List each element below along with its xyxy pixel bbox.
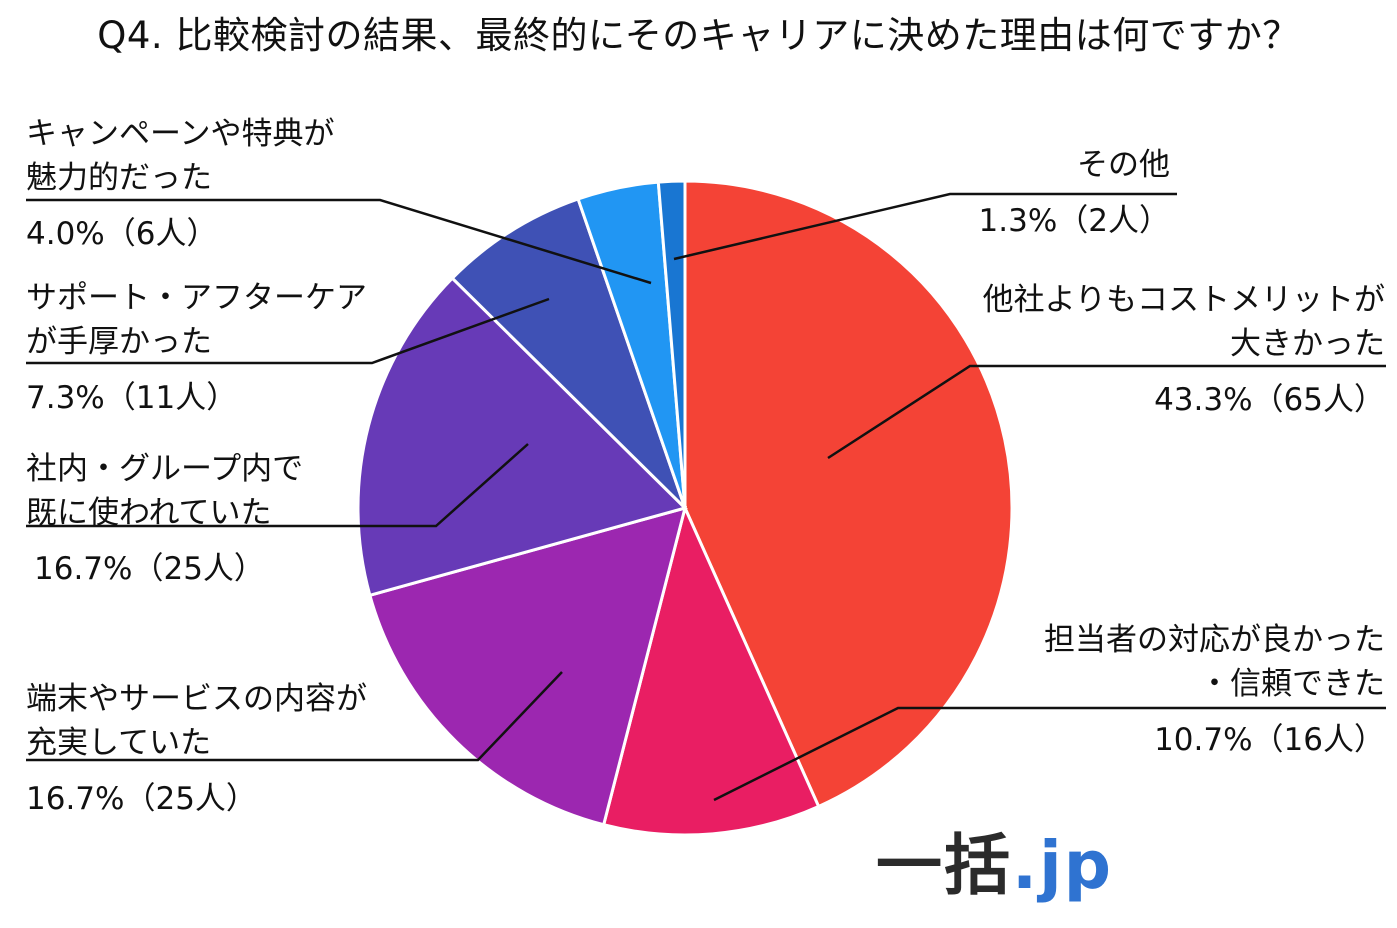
leader-line-campaign: [26, 198, 652, 285]
pie-slice-cost: [683, 179, 1014, 809]
label-staff-value: 10.7%（16人）: [1154, 722, 1385, 758]
label-group: 社内・グループ内で 既に使われていた 16.7%（25人）: [26, 447, 303, 591]
label-staff-line1: 担当者の対応が良かった: [1044, 622, 1385, 658]
label-device-value: 16.7%（25人）: [26, 781, 257, 817]
label-support-line2: が手厚かった: [26, 324, 212, 360]
brand-prefix: 一括: [876, 827, 1012, 904]
label-cost-line1: 他社よりもコストメリットが: [982, 282, 1385, 318]
pie-slice-support: [450, 197, 687, 510]
label-campaign-line1: キャンペーンや特典が: [26, 116, 335, 152]
label-staff: 担当者の対応が良かった ・信頼できた 10.7%（16人）: [1044, 618, 1385, 762]
label-campaign-value: 4.0%（6人）: [26, 216, 218, 252]
brand-suffix: .jp: [1012, 827, 1113, 904]
label-other: その他 1.3%（2人）: [979, 143, 1170, 243]
label-support-line1: サポート・アフターケア: [26, 280, 367, 316]
label-other-line1: その他: [1077, 147, 1170, 183]
leader-line-device: [26, 671, 563, 762]
pie-slice-group: [356, 276, 688, 598]
leader-line-group: [26, 443, 529, 528]
label-device-line1: 端末やサービスの内容が: [26, 681, 367, 717]
pie-slice-staff: [601, 503, 821, 837]
label-campaign: キャンペーンや特典が 魅力的だった 4.0%（6人）: [26, 112, 334, 256]
brand-logo: 一括.jp: [876, 812, 1113, 908]
label-group-line1: 社内・グループ内で: [26, 451, 304, 487]
leader-line-support: [26, 297, 550, 365]
pie-slice-device: [368, 505, 688, 827]
leader-line-other: [673, 192, 1177, 261]
label-staff-line2: ・信頼できた: [1199, 666, 1385, 702]
pie-slice-other: [656, 179, 687, 509]
label-group-line2: 既に使われていた: [26, 495, 272, 531]
label-support-value: 7.3%（11人）: [26, 380, 238, 416]
label-device-line2: 充実していた: [26, 725, 212, 761]
label-device: 端末やサービスの内容が 充実していた 16.7%（25人）: [26, 677, 367, 821]
label-cost-value: 43.3%（65人）: [1154, 382, 1385, 418]
label-group-value: 16.7%（25人）: [34, 551, 265, 587]
label-cost-line2: 大きかった: [1230, 326, 1385, 362]
leader-line-cost: [827, 364, 1386, 460]
label-other-value: 1.3%（2人）: [978, 203, 1170, 239]
label-campaign-line2: 魅力的だった: [26, 160, 212, 196]
label-support: サポート・アフターケア が手厚かった 7.3%（11人）: [26, 276, 367, 420]
label-cost: 他社よりもコストメリットが 大きかった 43.3%（65人）: [983, 278, 1385, 422]
leader-line-staff: [713, 706, 1386, 802]
chart-title: Q4. 比較検討の結果、最終的にそのキャリアに決めた理由は何ですか？: [97, 14, 1300, 57]
